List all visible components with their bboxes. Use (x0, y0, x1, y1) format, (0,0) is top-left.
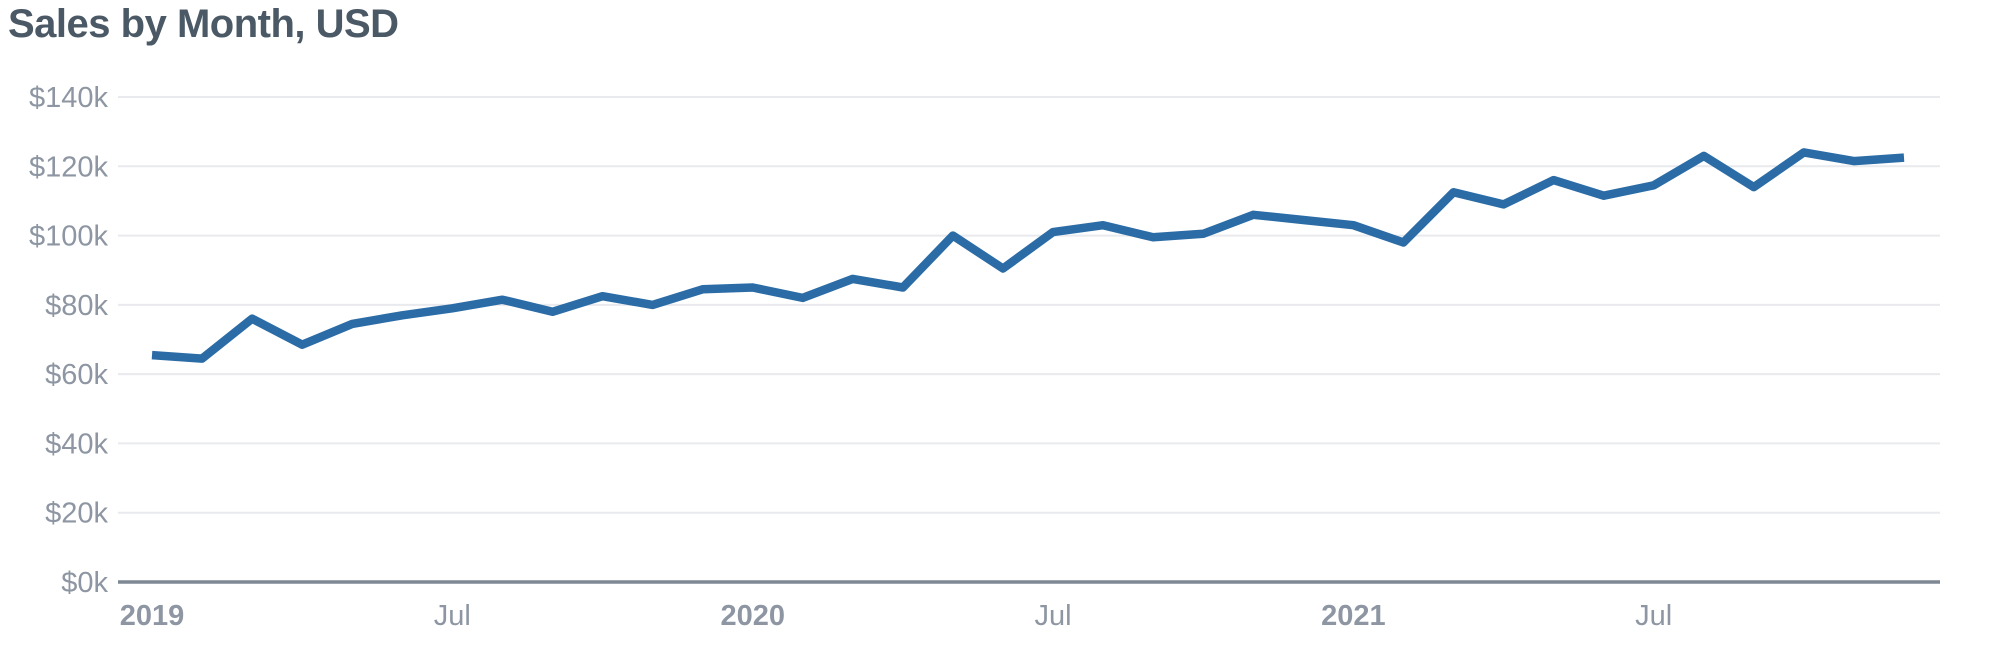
sales-series-line (151, 148, 1905, 363)
chart-title: Sales by Month, USD (8, 2, 399, 46)
y-tick-label: $140k (29, 82, 109, 114)
y-tick-label: $60k (45, 359, 108, 391)
x-axis-labels: 2019 Jul 2020 Jul 2021 Jul (120, 600, 1672, 632)
y-tick-label: $100k (29, 221, 109, 253)
y-gridlines (118, 96, 1940, 584)
y-axis-labels: $0k $20k $40k $60k $80k $100k $120k $140k (29, 82, 109, 599)
x-tick-label: 2019 (120, 600, 185, 632)
y-tick-label: $80k (45, 290, 108, 322)
x-tick-label: 2021 (1321, 600, 1386, 632)
y-tick-label: $20k (45, 498, 108, 530)
y-tick-label: $40k (45, 428, 108, 460)
x-tick-label: Jul (1635, 600, 1672, 632)
x-tick-label: Jul (434, 600, 471, 632)
x-tick-label: 2020 (720, 600, 785, 632)
x-tick-label: Jul (1034, 600, 1071, 632)
y-tick-label: $120k (29, 151, 109, 183)
y-tick-label: $0k (61, 567, 108, 599)
